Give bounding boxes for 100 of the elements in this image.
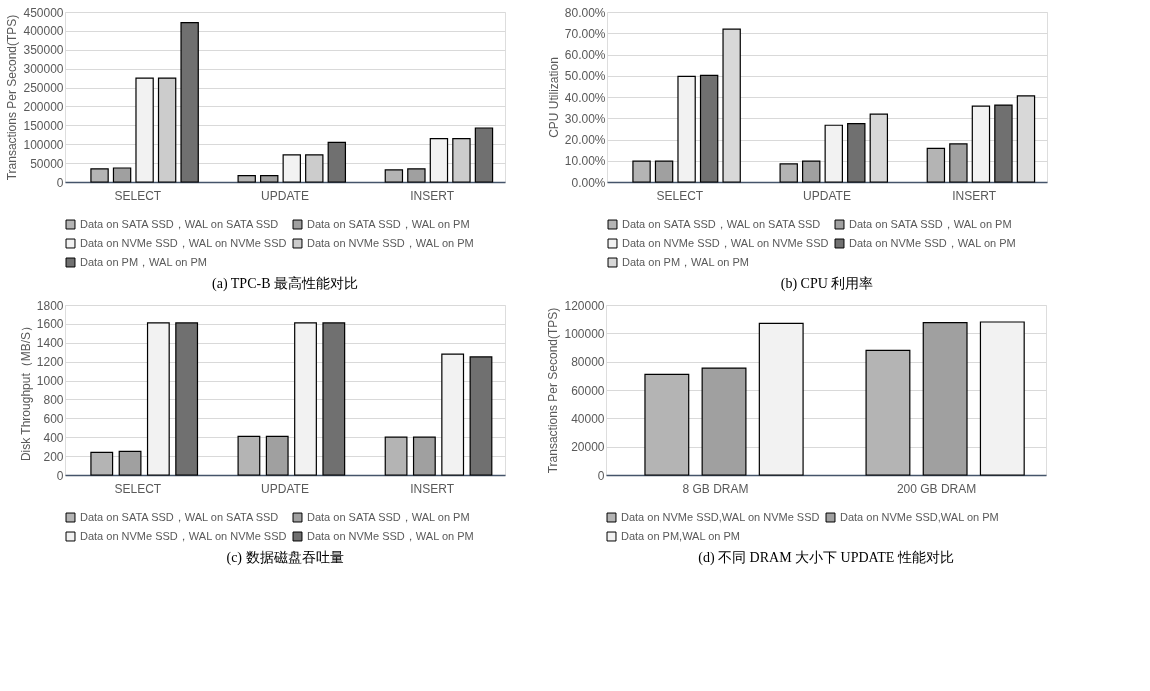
bar — [260, 174, 279, 183]
text: (c) 数据磁盘吞吐量 — [226, 550, 344, 566]
y-axis-title: CPU Utilization — [546, 57, 561, 138]
bar — [949, 143, 968, 183]
y-tick-label: 60.00% — [564, 48, 606, 62]
x-tick-label: INSERT — [410, 188, 455, 203]
bar — [412, 436, 436, 476]
legend-label: Data on SATA SSD，WAL on PM — [849, 217, 1012, 230]
legend-label: Data on PM，WAL on PM — [80, 255, 207, 268]
y-tick-label: 80.00% — [564, 5, 606, 20]
bar — [118, 450, 142, 476]
y-tick-label: 800 — [43, 392, 64, 407]
y-tick-label: 150000 — [23, 118, 64, 133]
y-tick-label: 200000 — [23, 99, 64, 114]
bar — [865, 349, 911, 476]
bar — [758, 322, 804, 476]
y-tick-label: 30.00% — [564, 111, 606, 126]
bar — [926, 147, 946, 183]
y-tick-label: 70.00% — [564, 26, 606, 41]
x-tick-label: 8 GB DRAM — [682, 481, 749, 496]
text: (a) TPC-B 最高性能对比 — [212, 276, 358, 292]
x-tick-label: UPDATE — [261, 481, 309, 496]
legend-label: Data on NVMe SSD，WAL on PM — [849, 236, 1016, 249]
bar — [90, 451, 114, 476]
y-tick-label: 1600 — [36, 317, 64, 332]
y-tick-label: 400 — [43, 430, 64, 445]
bar — [175, 322, 199, 476]
legend-label: Data on NVMe SSD，WAL on NVMe SSD — [622, 236, 829, 249]
bar — [90, 168, 109, 183]
x-tick-label: UPDATE — [261, 188, 309, 203]
bar — [469, 356, 493, 476]
x-tick-label: UPDATE — [803, 188, 851, 203]
bar — [384, 169, 404, 183]
bar — [322, 322, 346, 476]
x-tick-label: SELECT — [114, 188, 162, 203]
y-tick-label: 1800 — [36, 298, 64, 313]
legend-label: Data on SATA SSD，WAL on PM — [307, 510, 470, 523]
y-tick-label: 100000 — [23, 137, 64, 152]
y-tick-label: 60000 — [571, 383, 605, 398]
legend-label: Data on NVMe SSD，WAL on NVMe SSD — [80, 529, 287, 542]
bar — [146, 322, 170, 476]
x-tick-label: 200 GB DRAM — [896, 481, 977, 496]
y-tick-label: 120000 — [564, 298, 605, 313]
bar — [971, 105, 991, 183]
legend-label: Data on NVMe SSD，WAL on NVMe SSD — [80, 236, 287, 249]
bar — [452, 137, 471, 183]
bar — [282, 154, 301, 183]
x-tick-label: SELECT — [656, 188, 704, 203]
text: (b) CPU 利用率 — [780, 276, 874, 292]
y-tick-label: 50000 — [30, 156, 64, 171]
y-tick-label: 0 — [597, 468, 605, 483]
y-tick-label: 400000 — [23, 24, 64, 39]
bar — [429, 137, 449, 183]
legend-label: Data on SATA SSD，WAL on SATA SSD — [80, 510, 279, 523]
bar — [237, 435, 261, 476]
y-tick-label: 20.00% — [564, 133, 606, 147]
legend-label: Data on PM，WAL on PM — [622, 255, 749, 268]
bar — [994, 104, 1013, 183]
bar — [441, 353, 465, 476]
y-tick-label: 1400 — [36, 336, 64, 351]
bar — [237, 174, 256, 183]
legend-label: Data on SATA SSD，WAL on SATA SSD — [80, 217, 279, 230]
bar — [824, 124, 843, 183]
bar — [632, 160, 651, 183]
y-tick-label: 10.00% — [564, 154, 606, 169]
x-tick-label: SELECT — [114, 481, 162, 496]
bar — [699, 74, 719, 183]
y-tick-label: 300000 — [23, 62, 64, 77]
bar — [474, 127, 494, 183]
bar — [654, 160, 674, 183]
bar — [265, 435, 289, 476]
y-axis-title: Disk Throughput（MB/S） — [18, 319, 33, 462]
text: (d) 不同 DRAM 大小下 UPDATE 性能对比 — [698, 550, 954, 566]
y-tick-label: 1200 — [36, 355, 64, 370]
bar — [847, 122, 866, 183]
x-tick-label: INSERT — [410, 481, 455, 496]
bar — [922, 322, 968, 476]
bar — [305, 154, 324, 183]
y-tick-label: 50.00% — [564, 69, 606, 84]
bar — [802, 160, 821, 183]
y-tick-label: 600 — [43, 411, 64, 426]
legend-label: Data on NVMe SSD，WAL on PM — [307, 529, 474, 542]
legend-label: Data on SATA SSD，WAL on SATA SSD — [622, 217, 821, 230]
bar — [384, 436, 408, 476]
y-tick-label: 200 — [43, 449, 64, 464]
bar — [677, 75, 696, 183]
bar — [327, 141, 347, 183]
y-tick-label: 20000 — [571, 440, 605, 455]
legend-label: Data on NVMe SSD,WAL on NVMe SSD — [621, 510, 820, 523]
bar — [112, 167, 132, 183]
bar — [407, 168, 426, 183]
y-tick-label: 100000 — [564, 326, 605, 341]
bar — [644, 373, 690, 476]
legend-label: Data on SATA SSD，WAL on PM — [307, 217, 470, 230]
bar — [979, 321, 1025, 476]
bar — [157, 77, 177, 183]
y-tick-label: 0.00% — [571, 175, 606, 190]
bar — [779, 163, 798, 183]
y-tick-label: 40.00% — [564, 90, 606, 105]
legend-label: Data on PM,WAL on PM — [621, 529, 741, 542]
